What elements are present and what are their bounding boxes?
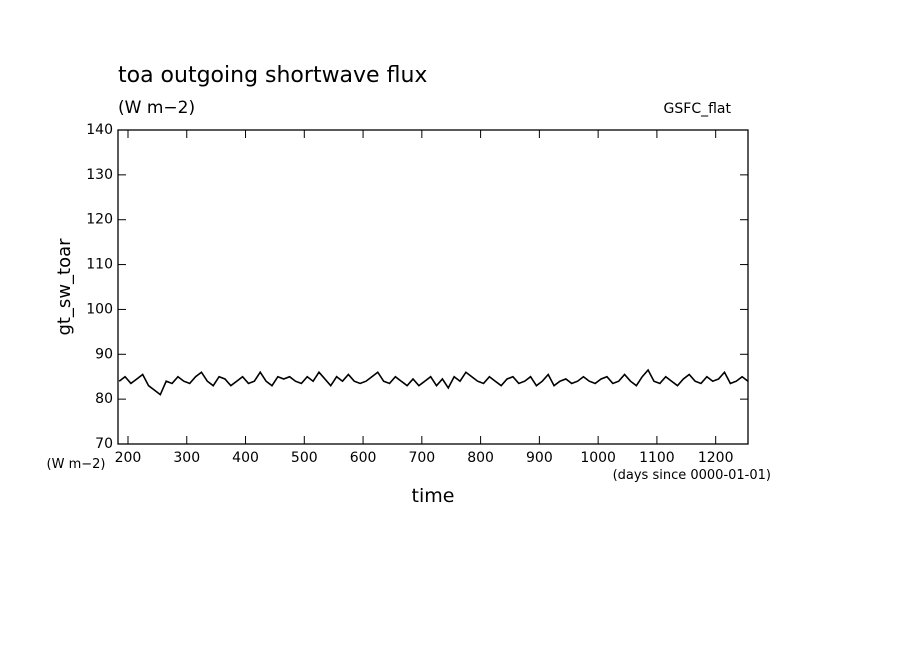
x-tick-label: 1200	[698, 450, 734, 466]
y-tick-label: 70	[95, 436, 113, 452]
x-tick-label: 500	[291, 450, 318, 466]
y-tick-label: 110	[86, 257, 113, 273]
x-tick-label: 1000	[580, 450, 616, 466]
y-axis-label: gt_sw_toar	[54, 238, 75, 336]
x-tick-label: 700	[408, 450, 435, 466]
x-tick-label: 1100	[639, 450, 675, 466]
y-tick-label: 100	[86, 301, 113, 317]
x-tick-label: 600	[350, 450, 377, 466]
y-tick-label: 130	[86, 167, 113, 183]
x-tick-label: 800	[467, 450, 494, 466]
y-unit: (W m−2)	[47, 457, 106, 472]
y-tick-label: 140	[86, 122, 113, 138]
y-tick-label: 80	[95, 391, 113, 407]
chart-title: toa outgoing shortwave flux	[118, 63, 427, 88]
y-tick-label: 120	[86, 212, 113, 228]
x-tick-label: 200	[115, 450, 142, 466]
subtitle: (W m−2)	[118, 98, 195, 118]
x-unit: (days since 0000-01-01)	[613, 468, 771, 483]
x-axis-label: time	[412, 485, 455, 507]
line-series	[118, 368, 749, 396]
plot-frame	[117, 129, 749, 445]
y-tick-label: 90	[95, 346, 113, 362]
annotation: GSFC_flat	[664, 101, 732, 117]
x-tick-label: 400	[232, 450, 259, 466]
x-tick-label: 900	[526, 450, 553, 466]
x-tick-label: 300	[173, 450, 200, 466]
